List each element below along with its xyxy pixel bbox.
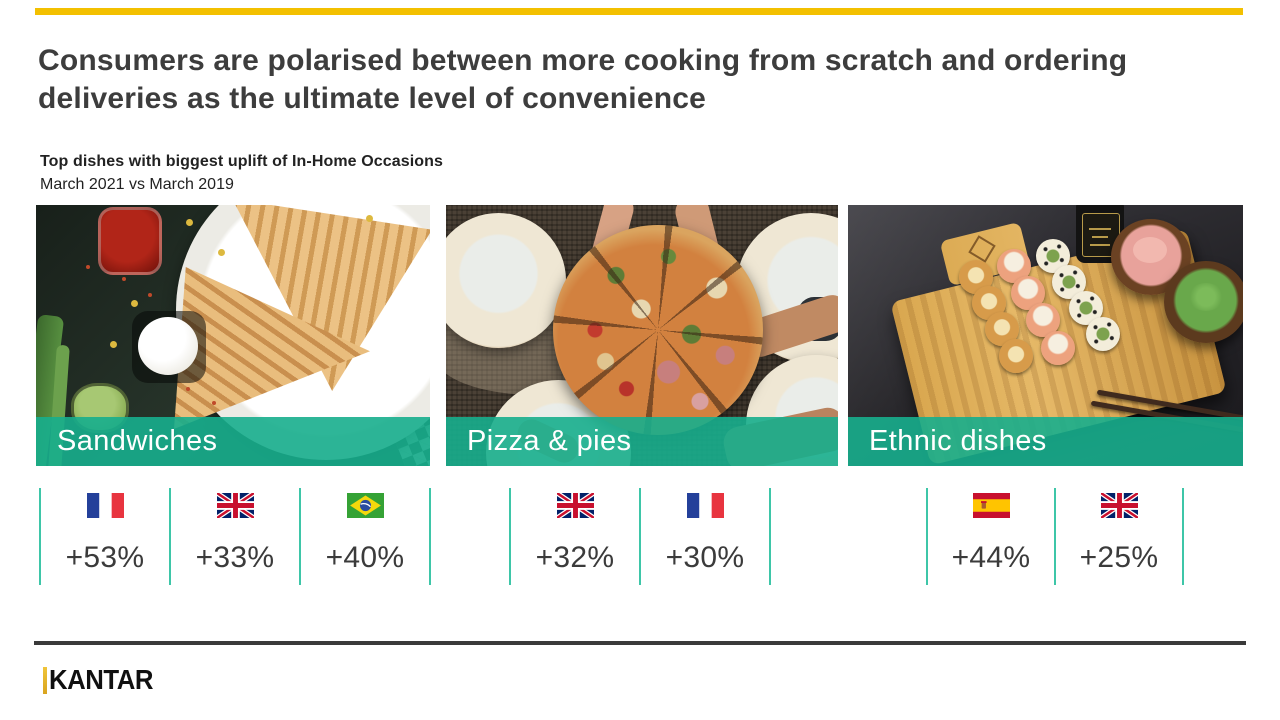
stat-cell: +53% xyxy=(41,488,169,585)
wasabi-bowl xyxy=(1164,261,1243,343)
kantar-logo-yellow-mark xyxy=(43,666,47,694)
category-card-ethnic: Ethnic dishes xyxy=(848,205,1243,466)
uplift-value: +32% xyxy=(535,541,615,574)
stat-cell: +33% xyxy=(171,488,299,585)
kantar-logo-text: KANTAR xyxy=(49,664,154,695)
flag-uk-icon xyxy=(1100,493,1138,518)
flag-france-icon xyxy=(686,493,724,518)
chili-flake xyxy=(86,265,90,269)
dinner-plate xyxy=(446,213,566,348)
category-card-pizza: Pizza & pies xyxy=(446,205,838,466)
divider xyxy=(769,488,771,585)
slide-title-line2: deliveries as the ultimate level of conv… xyxy=(38,82,707,115)
sandwiches-photo xyxy=(36,205,430,466)
divider xyxy=(926,488,928,585)
stats-group-ethnic: +44% +25% xyxy=(926,488,1184,585)
corn-kernel xyxy=(110,341,117,348)
kantar-logo: KANTAR xyxy=(43,664,162,695)
stats-group-sandwiches: +53% +33% +40% xyxy=(39,488,431,585)
flag-france-icon xyxy=(86,493,124,518)
stats-group-pizza: +32% +30% xyxy=(509,488,771,585)
uplift-value: +44% xyxy=(951,541,1031,574)
flag-brazil-icon xyxy=(346,493,384,518)
uplift-stats-row: +53% +33% +40% +32% +30% xyxy=(0,488,1280,585)
stat-cell: +25% xyxy=(1056,488,1182,585)
chili-flake xyxy=(148,293,152,297)
stat-cell: +30% xyxy=(641,488,769,585)
divider xyxy=(39,488,41,585)
category-label-pizza: Pizza & pies xyxy=(446,417,838,466)
ketchup-dip-cup xyxy=(98,207,162,275)
flag-uk-icon xyxy=(556,493,594,518)
footer-rule xyxy=(34,641,1246,645)
divider xyxy=(1182,488,1184,585)
divider xyxy=(639,488,641,585)
uplift-value: +53% xyxy=(65,541,145,574)
chili-flake xyxy=(212,401,216,405)
stat-cell: +32% xyxy=(511,488,639,585)
sesame-sushi-roll xyxy=(1036,239,1070,273)
uplift-value: +30% xyxy=(665,541,745,574)
salmon-sushi-roll xyxy=(1041,331,1075,365)
divider xyxy=(299,488,301,585)
uplift-value: +33% xyxy=(195,541,275,574)
sesame-sushi-roll xyxy=(1052,265,1086,299)
corn-kernel xyxy=(186,219,193,226)
divider xyxy=(429,488,431,585)
flag-spain-icon xyxy=(972,493,1010,518)
divider xyxy=(1054,488,1056,585)
comparison-period: March 2021 vs March 2019 xyxy=(40,176,234,193)
category-card-sandwiches: Sandwiches xyxy=(36,205,430,466)
uplift-value: +25% xyxy=(1079,541,1159,574)
chili-flake xyxy=(122,277,126,281)
slide-title-line1: Consumers are polarised between more coo… xyxy=(38,44,1128,77)
chart-kicker: Top dishes with biggest uplift of In-Hom… xyxy=(40,153,444,170)
stat-cell: +40% xyxy=(301,488,429,585)
sliced-pizza xyxy=(553,225,763,435)
chili-flake xyxy=(186,387,190,391)
flag-uk-icon xyxy=(216,493,254,518)
chart-header: Top dishes with biggest uplift of In-Hom… xyxy=(40,153,443,194)
brand-accent-bar xyxy=(35,8,1243,15)
corn-kernel xyxy=(218,249,225,256)
mayo-dip-cup xyxy=(138,317,198,375)
category-label-ethnic: Ethnic dishes xyxy=(848,417,1243,466)
uplift-value: +40% xyxy=(325,541,405,574)
corn-kernel xyxy=(366,215,373,222)
divider xyxy=(169,488,171,585)
divider xyxy=(509,488,511,585)
sesame-sushi-roll xyxy=(1086,317,1120,351)
stat-cell: +44% xyxy=(928,488,1054,585)
slide-title: Consumers are polarised between more coo… xyxy=(38,42,1228,118)
category-label-sandwiches: Sandwiches xyxy=(36,417,430,466)
fried-sushi-roll xyxy=(999,339,1033,373)
corn-kernel xyxy=(131,300,138,307)
